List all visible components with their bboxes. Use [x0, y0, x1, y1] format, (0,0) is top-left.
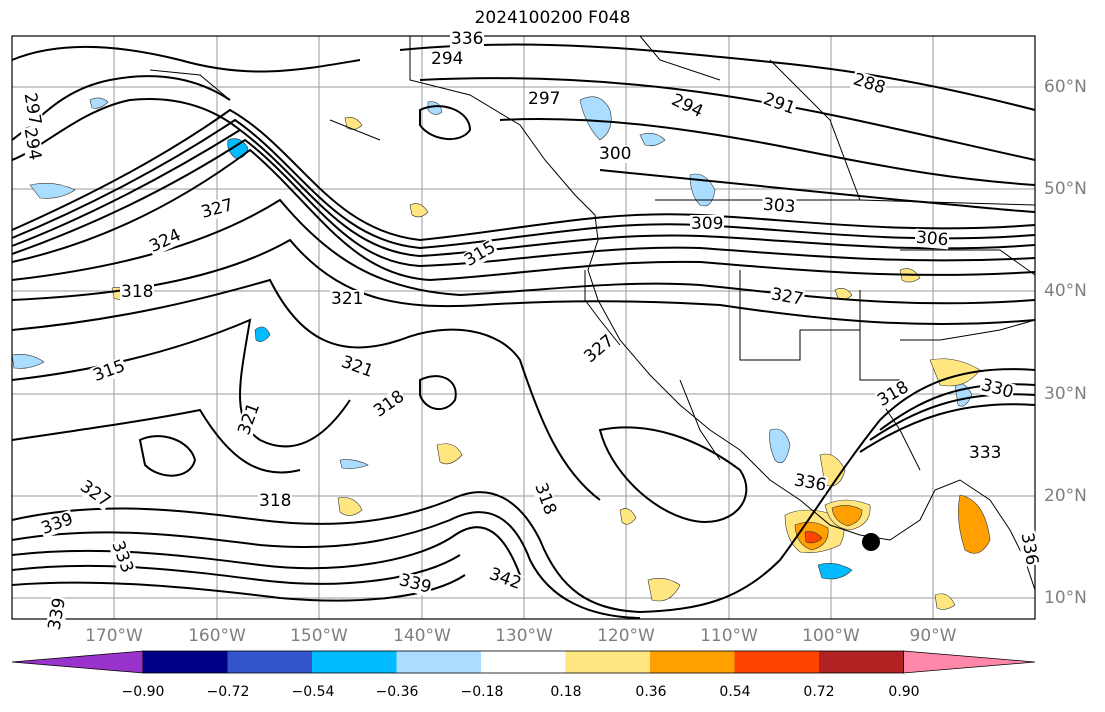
- colorbar-tick-label: 0.90: [888, 684, 920, 700]
- colorbar-segment: [312, 651, 397, 673]
- coastlines: [149, 35, 1036, 591]
- anomaly-patches: [11, 96, 991, 610]
- storm-marker: [862, 533, 880, 551]
- lon-label-90w: 90°W: [909, 626, 957, 646]
- colorbar-tick-label: −0.72: [206, 684, 250, 700]
- lon-label-160w: 160°W: [188, 626, 246, 646]
- lat-label-20n: 20°N: [1044, 486, 1087, 506]
- contour-label: 300: [598, 144, 633, 164]
- colorbar-segment: [819, 651, 904, 673]
- contour-label: 297: [527, 89, 562, 109]
- lon-label-110w: 110°W: [700, 626, 758, 646]
- contour-label: 333: [968, 443, 1003, 463]
- lat-label-50n: 50°N: [1044, 179, 1087, 199]
- lat-label-40n: 40°N: [1044, 281, 1087, 301]
- contour-label: 321: [330, 289, 365, 309]
- lon-label-140w: 140°W: [393, 626, 451, 646]
- colorbar: [11, 650, 1036, 674]
- colorbar-extend-max: [903, 650, 1036, 674]
- colorbar-extend-min: [11, 650, 144, 674]
- map-border: [11, 35, 1036, 620]
- lat-label-30n: 30°N: [1044, 384, 1087, 404]
- colorbar-segment: [227, 651, 312, 673]
- lat-label-10n: 10°N: [1044, 588, 1087, 608]
- colorbar-tick-label: −0.36: [375, 684, 419, 700]
- colorbar-tick-label: −0.18: [460, 684, 504, 700]
- contour-label: 294: [430, 49, 465, 69]
- colorbar-segment: [650, 651, 735, 673]
- contour-label: 336: [450, 29, 485, 49]
- colorbar-segment: [396, 651, 481, 673]
- contour-label: 318: [258, 491, 293, 511]
- colorbar-tick-label: 0.54: [719, 684, 751, 700]
- colorbar-outline: [142, 650, 904, 674]
- colorbar-tick-label: −0.54: [291, 684, 335, 700]
- contour-label: 318: [120, 282, 155, 302]
- colorbar-tick-label: 0.36: [635, 684, 667, 700]
- colorbar-tick-label: 0.72: [803, 684, 835, 700]
- lon-label-120w: 120°W: [597, 626, 655, 646]
- lon-label-130w: 130°W: [495, 626, 553, 646]
- colorbar-tick-label: 0.18: [550, 684, 582, 700]
- colorbar-segment: [143, 651, 228, 673]
- contour-label: 303: [761, 194, 798, 218]
- map-title: 2024100200 F048: [474, 8, 631, 28]
- colorbar-segment: [565, 651, 650, 673]
- colorbar-segment: [481, 651, 566, 673]
- lon-label-170w: 170°W: [85, 626, 143, 646]
- lon-label-100w: 100°W: [802, 626, 860, 646]
- contour-label: 309: [690, 214, 725, 234]
- lon-label-150w: 150°W: [290, 626, 348, 646]
- colorbar-tick-label: −0.90: [121, 684, 165, 700]
- colorbar-segment: [734, 651, 819, 673]
- contour-label: 306: [914, 227, 951, 251]
- lat-label-60n: 60°N: [1044, 77, 1087, 97]
